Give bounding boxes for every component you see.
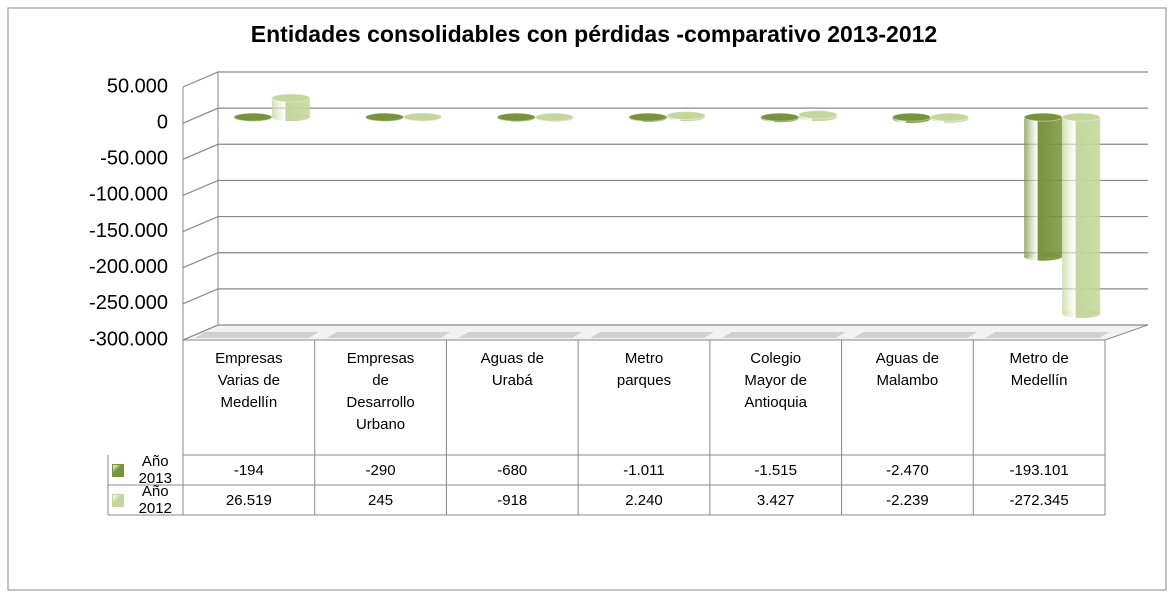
y-tick-label: -50.000 [100,148,168,170]
y-tick-label: -300.000 [89,328,168,350]
floor-shade [326,332,451,338]
grid-line [182,143,1148,160]
data-label: -290 [365,461,396,479]
data-label: 2.240 [625,491,663,509]
floor-shade [458,332,583,338]
bar-base [271,113,310,122]
bar [271,97,310,118]
category-label: Colegio Mayor de Antioquia [710,340,842,455]
bar-cap [891,112,931,122]
data-label: -272.345 [1009,491,1069,509]
data-label: -918 [497,491,528,509]
category-text: Aguas de Urabá [480,350,544,389]
category-text: Metro de Medellín [1009,350,1069,389]
grid-line [182,252,1148,269]
data-label: -2.470 [886,461,929,479]
category-label: Metro de Medellín [973,340,1105,455]
legend-swatch [112,493,124,507]
legend-label: Año 2013 [138,453,172,487]
y-tick-label: -200.000 [89,256,168,278]
bar [1024,117,1063,257]
bar-cap [666,111,706,121]
legend-entry: Año 2012 [108,483,183,517]
category-label: Aguas de Urabá [446,340,578,455]
category-text: Empresas Varias de Medellín [215,350,283,411]
grid-line [182,215,1148,233]
bar [1062,117,1101,315]
floor-shade [195,332,319,338]
bar-cap [233,112,273,122]
bar-cap [496,112,536,122]
y-tick-label: -100.000 [89,184,168,206]
floor-shade [721,332,846,338]
data-label: -1.515 [754,461,797,479]
category-text: Metro parques [616,350,672,389]
bar-cap [403,112,443,122]
legend-label: Año 2012 [138,483,172,517]
grid-line [182,179,1148,196]
data-label: 26.519 [225,491,272,509]
category-text: Colegio Mayor de Antioquia [744,350,807,411]
category-label: Empresas Varias de Medellín [183,340,315,455]
bar-cap [271,93,311,103]
bar-cap [628,112,668,122]
floor-shade [985,332,1109,338]
legend-entry: Año 2013 [108,453,183,487]
floor-shade [590,332,714,338]
y-tick-label: -250.000 [89,292,168,314]
data-label: 3.427 [756,491,795,509]
category-label: Metro parques [578,340,710,455]
category-text: Empresas de Desarrollo Urbano [346,350,415,433]
category-text: Aguas de Malambo [875,350,940,389]
data-label: -2.239 [886,491,929,509]
y-tick-label: -150.000 [89,220,168,242]
data-label: -1.011 [623,461,665,479]
grid-line [182,107,1148,124]
bar-cap [929,112,969,122]
data-label: 245 [368,491,394,509]
legend-swatch [112,463,124,477]
y-tick-label: 0 [157,111,168,133]
grid-line [182,324,1148,341]
chart-title: Entidades consolidables con pérdidas -co… [251,21,937,47]
data-label: -194 [233,461,264,479]
category-label: Empresas de Desarrollo Urbano [315,340,447,455]
grid-line [182,71,1148,88]
bar-cap [1023,112,1063,122]
bar-base [1024,252,1063,261]
bar-cap [365,112,405,122]
data-label: -193.101 [1009,461,1069,479]
floor-shade [853,332,978,338]
bar-cap [760,112,800,122]
category-label: Aguas de Malambo [842,340,974,455]
bar-cap [798,110,838,120]
bar-base [1062,310,1101,319]
y-tick-label: 50.000 [107,75,168,97]
grid-line [182,288,1148,305]
bar-cap [1061,112,1101,122]
bar-cap [534,112,574,122]
data-label: -680 [497,461,528,479]
